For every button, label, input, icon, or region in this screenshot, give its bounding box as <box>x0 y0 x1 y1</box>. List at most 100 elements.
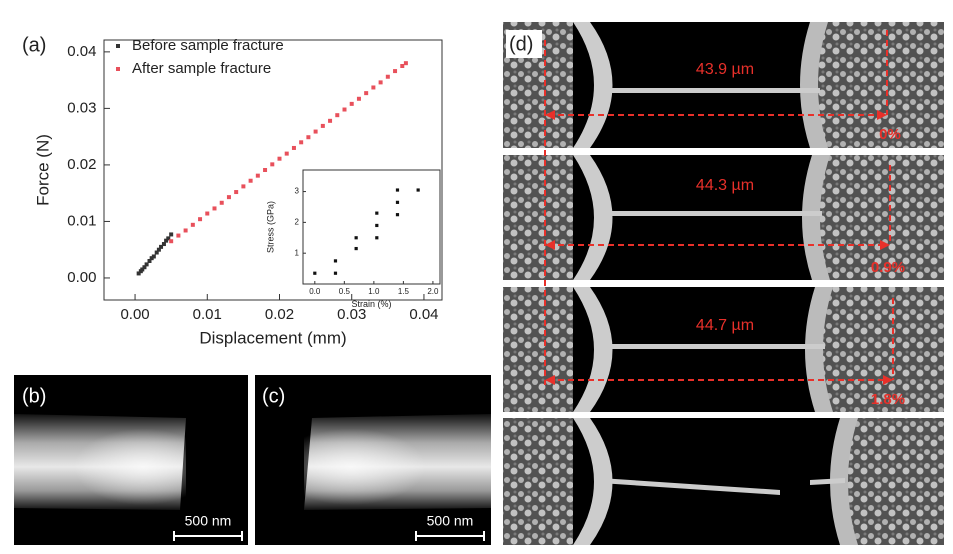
x-tick-label: 0.02 <box>265 306 294 323</box>
x-tick-label: 1.0 <box>368 287 380 296</box>
data-point <box>371 85 376 90</box>
strip <box>503 22 944 148</box>
data-point <box>403 61 408 66</box>
x-tick-label: 0.00 <box>120 306 149 323</box>
data-point <box>349 101 354 106</box>
scale-bar-label: 500 nm <box>185 513 232 529</box>
data-point <box>169 239 174 244</box>
length-label: 43.9 µm <box>696 61 754 78</box>
data-point <box>400 64 405 68</box>
length-label: 44.3 µm <box>696 177 754 194</box>
data-point <box>356 96 361 101</box>
data-point <box>277 156 282 161</box>
y-tick-label: 0.03 <box>67 99 96 116</box>
data-point <box>375 236 379 240</box>
data-point <box>255 173 260 178</box>
data-point <box>313 129 318 134</box>
y-tick-label: 2 <box>295 217 300 226</box>
data-point <box>156 247 161 252</box>
strain-label: 0% <box>879 126 901 143</box>
data-point <box>183 228 188 233</box>
data-point <box>375 223 379 228</box>
data-point <box>219 200 224 205</box>
data-point <box>395 188 400 192</box>
y-tick-label: 0.00 <box>67 269 96 286</box>
legend-marker <box>116 44 120 48</box>
panel-label: (d) <box>509 33 533 55</box>
legend-marker <box>116 67 120 71</box>
data-point <box>354 236 358 240</box>
data-point <box>248 178 253 183</box>
x-tick-label: 0.01 <box>193 306 222 323</box>
data-point <box>198 217 203 222</box>
data-point <box>164 238 169 243</box>
data-point <box>306 135 311 140</box>
panel-d: 43.9 µm 44.3 µm 44.7 µm 0% 0.9% 1.8% (d) <box>503 22 944 545</box>
y-tick-label: 3 <box>295 187 300 196</box>
x-tick-label: 0.5 <box>339 287 351 296</box>
data-point <box>212 206 217 211</box>
data-point <box>313 271 317 275</box>
data-point <box>226 195 231 200</box>
data-point <box>299 140 304 145</box>
data-point <box>385 74 390 79</box>
data-point <box>342 107 347 112</box>
strip <box>503 155 944 280</box>
y-tick-label: 0.01 <box>67 212 96 229</box>
data-point <box>151 254 156 259</box>
x-tick-label: 0.04 <box>409 306 438 323</box>
data-point <box>333 259 338 263</box>
x-tick-label: 0.0 <box>309 287 321 296</box>
data-point <box>416 188 420 192</box>
data-point <box>335 113 340 118</box>
data-point <box>241 184 246 189</box>
data-point <box>378 80 383 85</box>
legend-label: After sample fracture <box>132 60 271 77</box>
y-tick-label: 0.04 <box>67 43 96 60</box>
measure-lines <box>544 30 894 385</box>
length-label: 44.7 µm <box>696 317 754 334</box>
data-point <box>142 265 147 270</box>
data-point <box>161 242 166 247</box>
strain-label: 1.8% <box>871 391 905 408</box>
data-point <box>395 200 400 204</box>
x-tick-label: 2.0 <box>427 287 439 296</box>
x-tick-label: 0.03 <box>337 306 366 323</box>
x-axis-label: Strain (%) <box>351 299 391 309</box>
panel-label: (a) <box>22 34 46 56</box>
plot-frame <box>302 169 441 285</box>
x-axis-label: Displacement (mm) <box>199 328 346 347</box>
data-point <box>395 213 400 217</box>
panel-b: (b) 500 nm <box>14 375 248 545</box>
data-point <box>136 271 141 276</box>
panel-label: (c) <box>262 385 285 407</box>
y-tick-label: 1 <box>295 248 300 257</box>
panel-c: (c) 500 nm <box>255 375 491 545</box>
panel-label: (b) <box>22 385 46 407</box>
x-tick-label: 1.5 <box>398 287 410 296</box>
data-point <box>375 211 379 215</box>
data-point <box>205 211 210 216</box>
arrow-heads <box>545 110 893 385</box>
data-point <box>393 69 398 74</box>
data-point <box>270 162 275 167</box>
data-point <box>354 246 358 251</box>
scale-bar-label: 500 nm <box>427 513 474 529</box>
y-axis-label: Force (N) <box>33 134 52 206</box>
data-point <box>176 233 181 238</box>
strip <box>503 287 944 412</box>
strain-label: 0.9% <box>871 259 905 276</box>
data-point <box>328 118 333 123</box>
data-point <box>190 222 195 227</box>
data-point <box>149 256 154 261</box>
data-point <box>159 244 164 249</box>
data-point <box>263 168 268 172</box>
data-point <box>154 250 159 255</box>
data-point <box>333 271 338 275</box>
legend-label: Before sample fracture <box>132 37 284 54</box>
data-point <box>140 267 145 272</box>
data-point <box>166 236 171 241</box>
data-point <box>291 145 296 150</box>
strip <box>503 418 944 545</box>
